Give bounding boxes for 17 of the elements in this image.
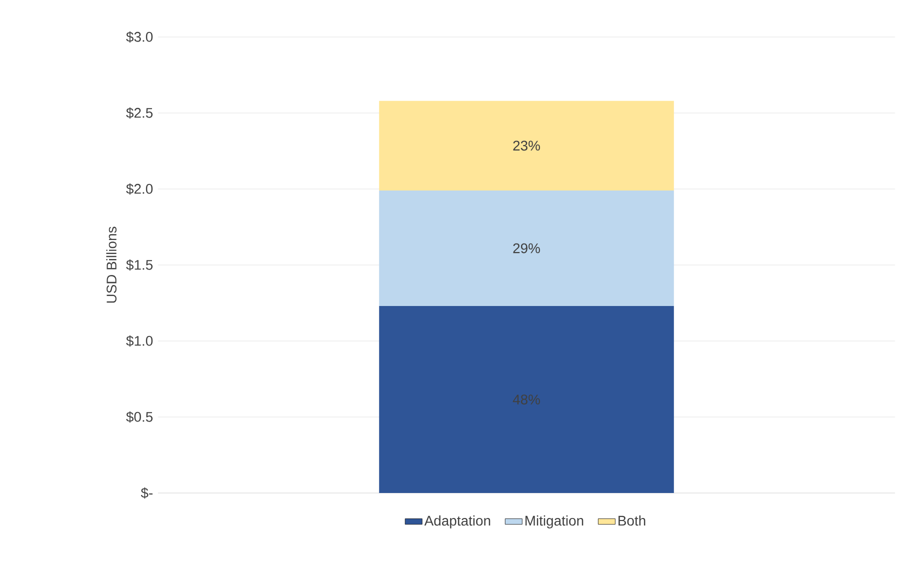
y-tick-label: $1.0 (126, 335, 153, 347)
y-tick-label: $2.0 (126, 183, 153, 195)
y-tick-label: $0.5 (126, 411, 153, 423)
annotation: 29% (513, 243, 540, 254)
legend-label: Adaptation (424, 515, 490, 528)
annotation: 23% (513, 140, 540, 151)
y-tick-label: $3.0 (126, 31, 153, 43)
y-axis-title: USD Billions (106, 226, 117, 303)
legend-label: Mitigation (526, 515, 584, 528)
y-tick-label: $2.5 (126, 107, 153, 119)
bar (379, 100, 674, 191)
bar (379, 306, 674, 493)
y-tick-label: $- (140, 487, 153, 499)
legend-label: Both (618, 515, 646, 526)
y-tick-label: $1.5 (126, 259, 153, 271)
bar (379, 190, 674, 306)
annotation: 48% (512, 394, 540, 404)
